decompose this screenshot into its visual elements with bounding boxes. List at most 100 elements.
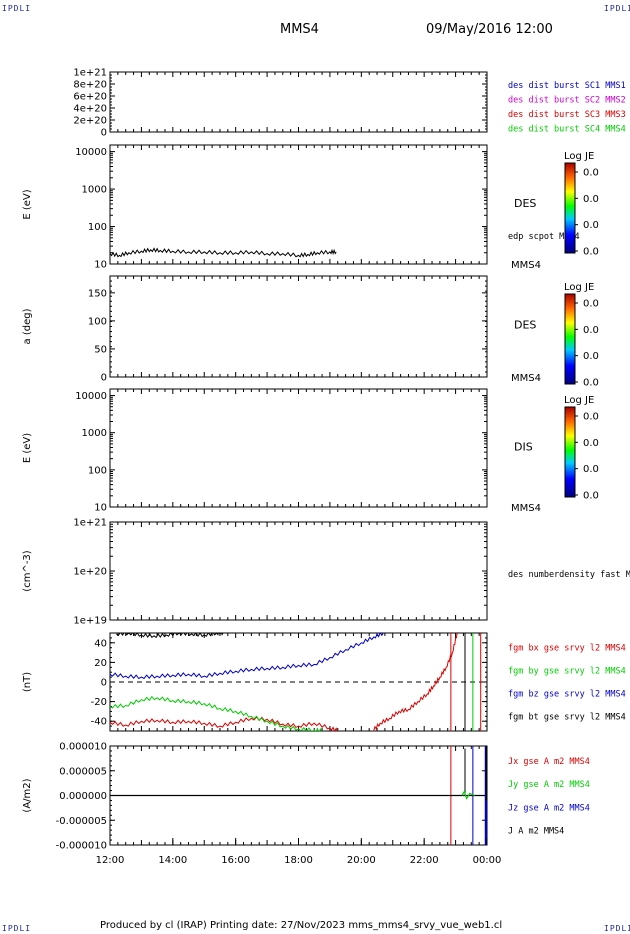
spacecraft-title: MMS4: [280, 22, 319, 37]
y-tick-label: 50: [94, 344, 107, 355]
datetime-title: 09/May/2016 12:00: [426, 22, 553, 37]
legend-entry: des dist burst SC1 MMS1: [508, 81, 626, 91]
panel-dis-energy: 10000 1000 100 10 E (eV) DIS MMS4 Log JE 0.0 0.0 0…: [22, 388, 599, 514]
colorbar-tick-label: 0.0: [583, 412, 599, 423]
legend-entry: fgm bz gse srvy l2 MMS4: [508, 690, 626, 700]
panel-frame: [109, 275, 488, 378]
colorbar-title: Log JE: [564, 151, 594, 162]
colorbar: [564, 293, 576, 385]
instrument-label: DIS: [514, 440, 533, 453]
series-line-fgm-bx-gse-srvy-l2-MMS4-late: [372, 633, 458, 731]
y-tick-label: 0.000010: [59, 742, 107, 753]
x-tick-label: 22:00: [410, 855, 439, 866]
y-tick-label: 1e+19: [73, 616, 107, 627]
y-axis: 10000 1000 100 10: [75, 391, 487, 514]
y-tick-label: 10: [94, 260, 107, 271]
y-tick-label: 10000: [75, 147, 107, 158]
y-tick-label: 0.000005: [59, 766, 107, 777]
corner-label-top-left: IPDLI: [2, 4, 32, 13]
colorbar-title: Log JE: [564, 395, 594, 406]
colorbar-tick-label: 0.0: [583, 220, 599, 231]
y-axis: 1e+21 1e+20 1e+19: [73, 518, 487, 627]
panel-frame: [109, 71, 488, 133]
x-axis: 12:00 14:00 16:00 18:00 20:00 22:00 00:00: [96, 838, 502, 866]
x-tick-label: 18:00: [284, 855, 313, 866]
colorbar-tick-label: 0.0: [583, 351, 599, 362]
y-tick-label: 10: [94, 503, 107, 514]
series-line-fgm-by-gse-srvy-l2-MMS4: [110, 695, 324, 731]
x-tick-label: 00:00: [473, 855, 502, 866]
colorbar-tick-label: 0.0: [583, 325, 599, 336]
x-minor-ticks: [109, 276, 488, 377]
y-tick-label: 0: [101, 373, 107, 384]
y-tick-label: 100: [88, 222, 107, 233]
legend-entry: des dist burst SC4 MMS4: [508, 125, 626, 135]
y-tick-label: -40: [91, 717, 107, 728]
legend-entry: Jz gse A m2 MMS4: [508, 803, 590, 813]
legend-entry: des numberdensity fast M: [508, 570, 630, 580]
y-tick-label: 1e+21: [73, 518, 107, 529]
colorbar-tick-label: 0.0: [583, 194, 599, 205]
y-tick-label: 100: [88, 465, 107, 476]
y-axis: 0.000010 0.000005 0.000000 -0.000005 -0.0000…: [56, 742, 487, 852]
legend-entry: fgm bx gse srvy l2 MMS4: [508, 644, 626, 654]
y-tick-label: 40: [94, 638, 107, 649]
y-tick-label: 150: [88, 288, 107, 299]
spacecraft-sub-label: MMS4: [511, 260, 541, 271]
plot-area: [110, 247, 337, 258]
y-tick-label: 0: [101, 128, 107, 139]
y-axis-label: (cm^-3): [22, 550, 33, 591]
x-tick-label: 20:00: [347, 855, 376, 866]
x-minor-ticks: [109, 145, 488, 264]
colorbar-tick-label: 0.0: [583, 438, 599, 449]
colorbar: [564, 162, 576, 254]
panel-des-pitch: 150 100 50 0 a (deg) DES MMS4 Log JE 0.0 0.0 0.0 0.…: [22, 275, 599, 389]
y-tick-label: 6e+20: [73, 92, 107, 103]
spacecraft-sub-label: MMS4: [511, 503, 541, 514]
y-tick-label: 1000: [82, 428, 107, 439]
legend-entry: des dist burst SC2 MMS2: [508, 96, 626, 106]
y-tick-label: 100: [88, 316, 107, 327]
panel-des-density: 1e+21 1e+20 1e+19 (cm^-3) des numberdensity …: [22, 518, 630, 627]
panel-current: 0.000010 0.000005 0.000000 -0.000005 -0.0000…: [22, 742, 590, 867]
series-line-fgm-bz-gse-srvy-l2-MMS4: [110, 633, 384, 680]
overlay-label: edp scpot MMS4: [508, 232, 580, 242]
x-minor-ticks: [109, 72, 488, 132]
legend-entry: J A m2 MMS4: [508, 827, 564, 837]
x-minor-ticks: [109, 389, 488, 507]
y-tick-label: 2e+20: [73, 116, 107, 127]
y-tick-label: 4e+20: [73, 104, 107, 115]
plot-area: [110, 746, 487, 845]
x-minor-ticks: [109, 522, 488, 620]
panel-frame: [109, 388, 488, 508]
y-tick-label: 1e+20: [73, 567, 107, 578]
spacecraft-sub-label: MMS4: [511, 373, 541, 384]
panel-frame: [109, 144, 488, 265]
legend-entry: fgm bt gse srvy l2 MMS4: [508, 713, 626, 723]
series-line-fgm-bt-gse-srvy-l2-MMS4: [116, 633, 224, 639]
y-tick-label: 8e+20: [73, 80, 107, 91]
instrument-label: DES: [514, 319, 536, 332]
panel-fgm: 40 20 0 -20 -40 (nT) fgm bx gse srvy l2 MMS4 fg…: [22, 632, 626, 732]
y-axis: 150 100 50 0: [88, 275, 487, 384]
y-tick-label: 1e+21: [73, 68, 107, 79]
panel-des-energy: 10000 1000 100 10 E (eV) DES MMS4 edp scpot MMS…: [22, 144, 599, 271]
j-spike: [485, 746, 487, 801]
y-tick-label: 20: [94, 658, 107, 669]
x-tick-label: 16:00: [221, 855, 250, 866]
colorbar: [564, 406, 576, 498]
x-minor-ticks: [109, 746, 488, 845]
series-line-edp-scpot-MMS4: [110, 247, 337, 258]
legend-entry: Jx gse A m2 MMS4: [508, 757, 590, 767]
y-axis-label: a (deg): [22, 308, 33, 344]
plot-area: [110, 633, 482, 731]
colorbar-tick-label: 0.0: [583, 168, 599, 179]
colorbar-tick-label: 0.0: [583, 299, 599, 310]
y-axis: 10000 1000 100 10: [75, 147, 487, 271]
colorbar-tick-label: 0.0: [583, 247, 599, 258]
corner-label-bottom-right: IPDLI: [604, 924, 630, 933]
footer-credits: Produced by cl (IRAP) Printing date: 27/…: [100, 920, 503, 931]
